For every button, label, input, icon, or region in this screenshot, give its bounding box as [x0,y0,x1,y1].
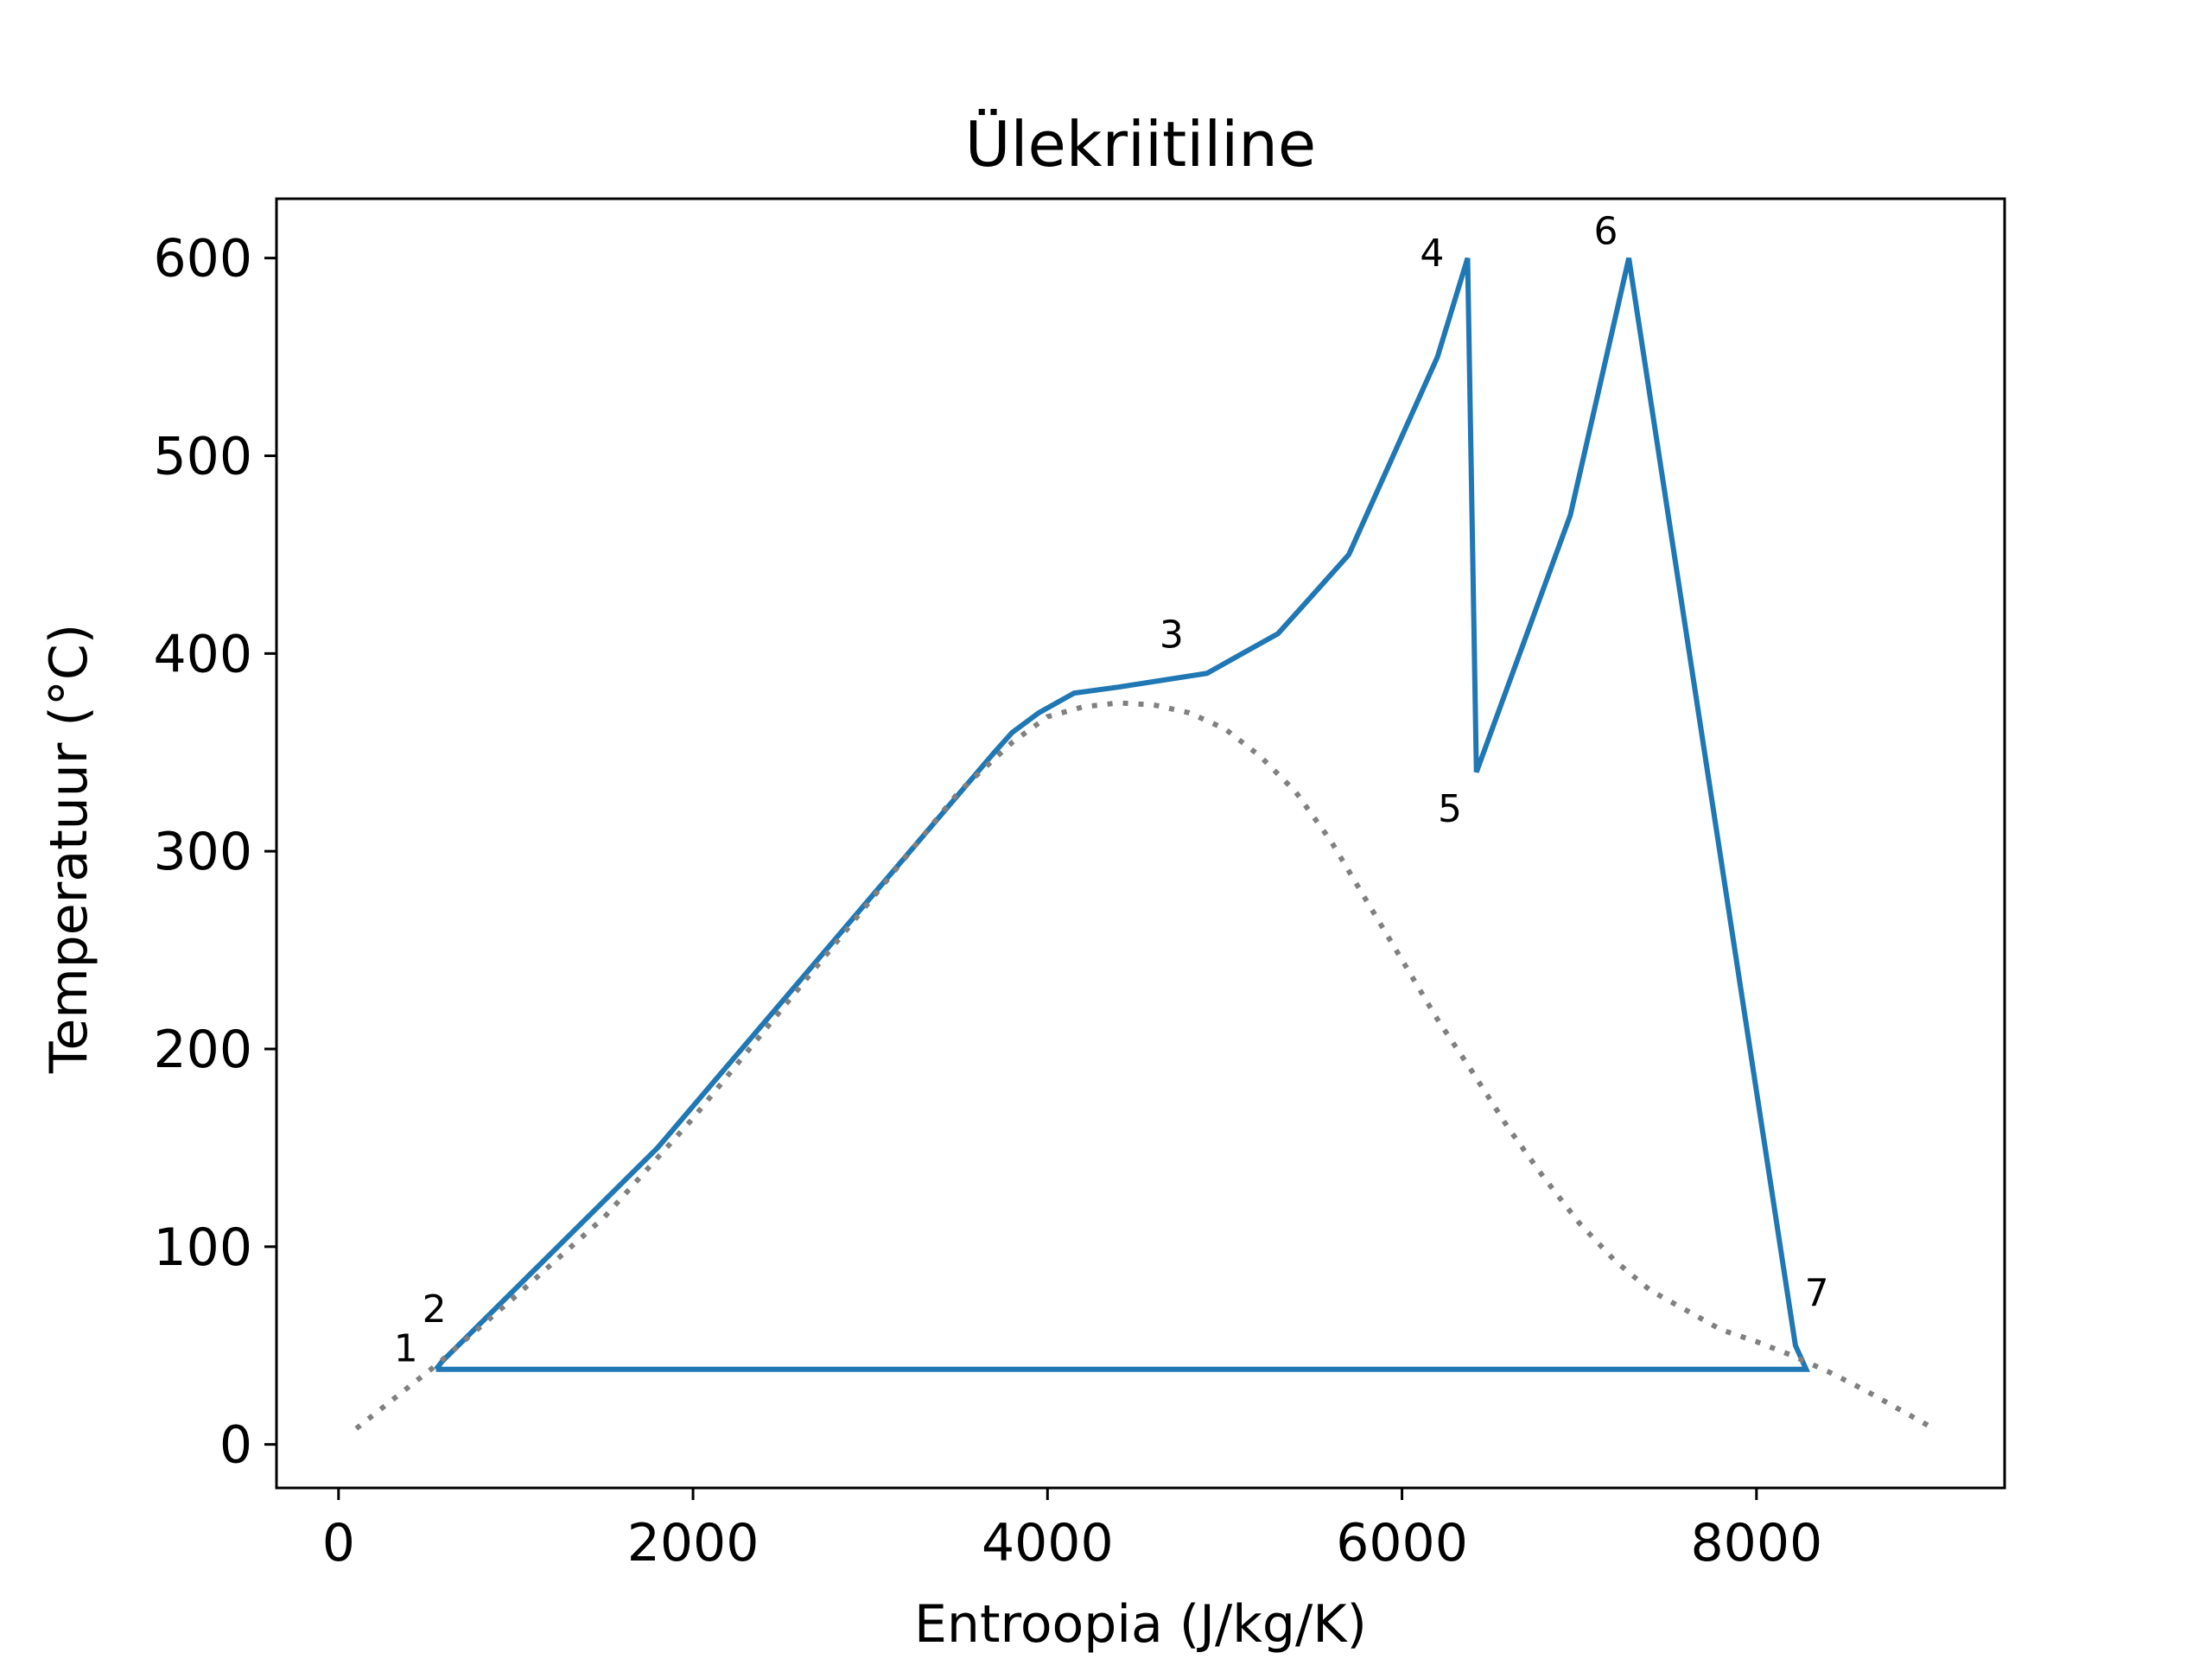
x-tick-label: 0 [322,1513,355,1573]
y-tick-label: 200 [153,1020,252,1080]
y-tick-label: 100 [153,1217,252,1278]
state-point-label: 2 [423,1287,447,1332]
state-point-label: 4 [1420,232,1444,276]
y-tick-label: 500 [153,426,252,486]
x-axis-ticks: 0 2000 4000 6000 8000 [322,1488,1822,1573]
x-tick-label: 2000 [627,1513,760,1573]
x-tick-label: 6000 [1336,1513,1468,1573]
state-point-label: 1 [394,1327,418,1371]
chart-title: Ülekriitiline [965,108,1316,181]
state-point-label: 6 [1593,210,1618,254]
saturation-dome-line [354,700,1936,1431]
y-tick-label: 300 [153,822,252,882]
y-tick-label: 600 [153,229,252,289]
state-point-label: 7 [1805,1271,1829,1315]
y-axis-ticks: 0 100 200 300 400 500 600 [153,229,276,1476]
state-point-label: 3 [1160,613,1184,657]
y-tick-label: 0 [219,1415,252,1476]
plot-area [354,257,1936,1431]
state-point-label: 5 [1438,787,1462,831]
point-labels: 12 3 4 5 6 7 [394,210,1829,1371]
y-axis-label: Temperatuur (°C) [39,624,99,1074]
x-tick-label: 4000 [982,1513,1114,1573]
cycle-line [434,257,1810,1372]
y-tick-label: 400 [153,624,252,684]
x-tick-label: 8000 [1690,1513,1822,1573]
plot-frame [275,197,2006,1490]
x-axis-label: Entroopia (J/kg/K) [914,1594,1367,1655]
